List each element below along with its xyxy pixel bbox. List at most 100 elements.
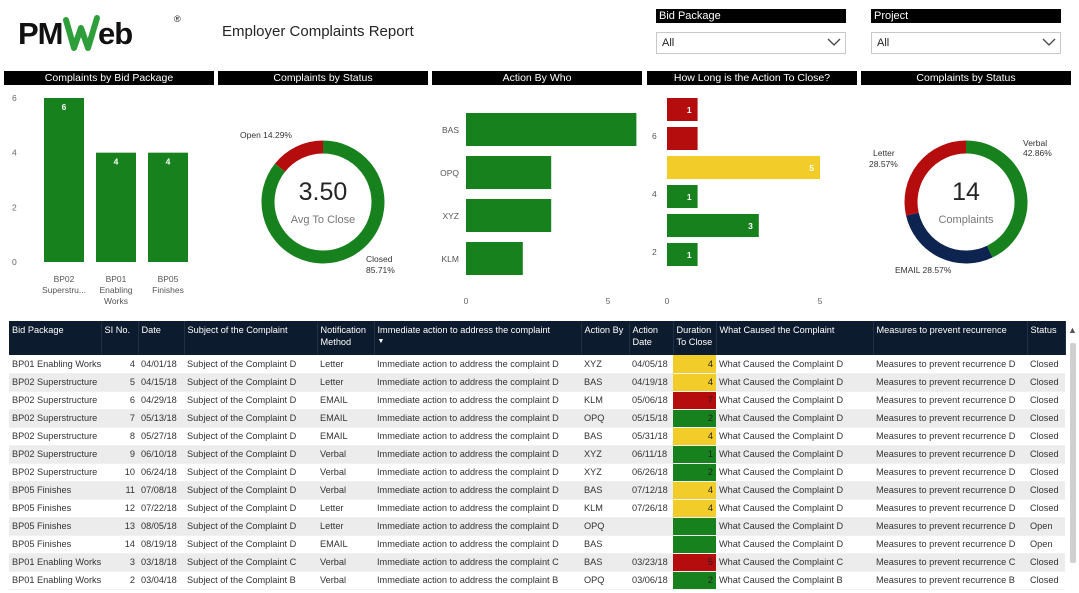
bid-package-slicer[interactable]: Bid Package All: [656, 9, 846, 54]
table-row[interactable]: BP01 Enabling Works 2 03/04/18 Subject of t…: [9, 571, 1065, 590]
table-cell: OPQ: [581, 571, 629, 590]
table-cell: BP01 Enabling Works: [9, 355, 101, 374]
column-header[interactable]: Action By: [581, 321, 630, 355]
table-cell: Subject of the Complaint B: [184, 571, 317, 590]
table-cell: Subject of the Complaint D: [184, 463, 317, 482]
bar[interactable]: [44, 98, 84, 262]
bar[interactable]: [466, 242, 523, 275]
table-cell: 2: [673, 409, 716, 428]
column-header[interactable]: SI No.: [101, 321, 139, 355]
table-row[interactable]: BP05 Finishes 14 08/19/18 Subject of the Co…: [9, 535, 1065, 554]
table-cell: Measures to prevent recurrence B: [873, 571, 1027, 590]
table-row[interactable]: BP05 Finishes 12 07/22/18 Subject of the Co…: [9, 499, 1065, 518]
bar[interactable]: [667, 98, 698, 121]
table-row[interactable]: BP05 Finishes 11 07/08/18 Subject of the Co…: [9, 481, 1065, 500]
method-donut-chart: 14 Complaints Verbal 42.86% Letter 28.57…: [869, 138, 1052, 275]
table-cell: BP02 Superstructure: [9, 463, 101, 482]
bar[interactable]: [466, 113, 637, 146]
chevron-down-icon[interactable]: [827, 36, 841, 48]
column-header[interactable]: Subject of the Complaint: [184, 321, 318, 355]
action-by-chart: BAS OPQ XYZ KLM 0 5: [440, 113, 637, 306]
column-header[interactable]: Notification Method: [317, 321, 375, 355]
column-header[interactable]: Action Date: [629, 321, 674, 355]
table-cell: BP02 Superstructure: [9, 373, 101, 392]
column-header[interactable]: Measures to prevent recurrence: [873, 321, 1028, 355]
category-label: BP01: [106, 274, 127, 284]
table-row[interactable]: BP01 Enabling Works 4 04/01/18 Subject of t…: [9, 355, 1065, 374]
table-cell: Subject of the Complaint D: [184, 427, 317, 446]
bar-value-label: 1: [687, 250, 692, 260]
table-cell: 4: [673, 499, 716, 518]
table-cell: BP05 Finishes: [9, 517, 101, 536]
bid-package-dropdown[interactable]: All: [656, 32, 846, 54]
bar[interactable]: [667, 214, 759, 237]
column-header[interactable]: Duration To Close: [673, 321, 717, 355]
table-cell: XYZ: [581, 463, 629, 482]
y-tick-label: 6: [652, 131, 657, 141]
x-tick-label: 0: [464, 296, 469, 306]
y-tick-label: 0: [12, 257, 17, 267]
closed-slice[interactable]: [261, 140, 385, 264]
table-cell: EMAIL: [317, 427, 374, 446]
table-cell: 2: [673, 571, 716, 590]
bar[interactable]: [667, 243, 698, 266]
table-scrollbar[interactable]: ▲: [1068, 321, 1078, 593]
bar[interactable]: [466, 156, 552, 189]
column-header[interactable]: Date: [138, 321, 185, 355]
slicer-value: All: [877, 37, 890, 49]
scroll-thumb[interactable]: [1070, 343, 1076, 563]
table-cell: Immediate action to address the complain…: [374, 391, 581, 410]
table-row[interactable]: BP02 Superstructure 9 06/10/18 Subject of t…: [9, 445, 1065, 464]
project-dropdown[interactable]: All: [871, 32, 1061, 54]
email-slice[interactable]: [906, 212, 993, 264]
table-cell: Immediate action to address the complain…: [374, 481, 581, 500]
table-row[interactable]: BP02 Superstructure 5 04/15/18 Subject of t…: [9, 373, 1065, 392]
table-cell: Measures to prevent recurrence D: [873, 535, 1027, 554]
table-row[interactable]: BP05 Finishes 13 08/05/18 Subject of the Co…: [9, 517, 1065, 536]
table-row[interactable]: BP02 Superstructure 7 05/13/18 Subject of t…: [9, 409, 1065, 428]
bar[interactable]: [466, 199, 552, 232]
x-tick-label: 5: [818, 296, 823, 306]
table-cell: Subject of the Complaint D: [184, 481, 317, 500]
bar[interactable]: [667, 127, 698, 150]
column-header[interactable]: Immediate action to address the complain…: [374, 321, 582, 355]
table-cell: BAS: [581, 373, 629, 392]
column-header[interactable]: Status: [1027, 321, 1066, 355]
project-slicer[interactable]: Project All: [871, 9, 1061, 54]
bar[interactable]: [96, 152, 136, 262]
table-cell: What Caused the Complaint D: [716, 391, 873, 410]
bar[interactable]: [667, 156, 820, 179]
open-slice[interactable]: [274, 140, 324, 173]
table-cell: EMAIL: [317, 391, 374, 410]
table-cell: Closed: [1027, 571, 1065, 590]
complaints-table: Bid Package SI No. Date Subject of the Comp…: [9, 321, 1066, 590]
scroll-up-icon[interactable]: ▲: [1068, 325, 1077, 335]
sort-arrow-icon[interactable]: ▼: [377, 338, 385, 345]
bar[interactable]: [148, 152, 188, 262]
letter-slice[interactable]: [904, 140, 967, 216]
chevron-down-icon[interactable]: [1042, 36, 1056, 48]
table-cell: 4: [673, 481, 716, 500]
table-cell: Immediate action to address the complain…: [374, 445, 581, 464]
table-cell: Closed: [1027, 427, 1065, 446]
table-cell: 12: [101, 499, 138, 518]
table-row[interactable]: BP02 Superstructure 8 05/27/18 Subject of t…: [9, 427, 1065, 446]
column-header[interactable]: What Caused the Complaint: [716, 321, 874, 355]
table-cell: [629, 517, 673, 536]
table-cell: Immediate action to address the complain…: [374, 571, 581, 590]
table-cell: BAS: [581, 427, 629, 446]
column-header[interactable]: Bid Package: [9, 321, 102, 355]
table-cell: 03/06/18: [629, 571, 673, 590]
table-cell: Immediate action to address the complain…: [374, 463, 581, 482]
table-cell: Measures to prevent recurrence D: [873, 355, 1027, 374]
table-cell: BAS: [581, 535, 629, 554]
donut-center-label: Complaints: [938, 214, 994, 226]
pmweb-logo: PM eb ®: [18, 14, 181, 51]
table-row[interactable]: BP02 Superstructure 6 04/29/18 Subject of t…: [9, 391, 1065, 410]
table-row[interactable]: BP02 Superstructure 10 06/24/18 Subject of …: [9, 463, 1065, 482]
panel-title-bid-package: Complaints by Bid Package: [4, 71, 214, 85]
verbal-slice[interactable]: [965, 140, 1028, 258]
table-row[interactable]: BP01 Enabling Works 3 03/18/18 Subject of t…: [9, 553, 1065, 572]
bar[interactable]: [667, 185, 698, 208]
table-cell: Immediate action to address the complain…: [374, 517, 581, 536]
